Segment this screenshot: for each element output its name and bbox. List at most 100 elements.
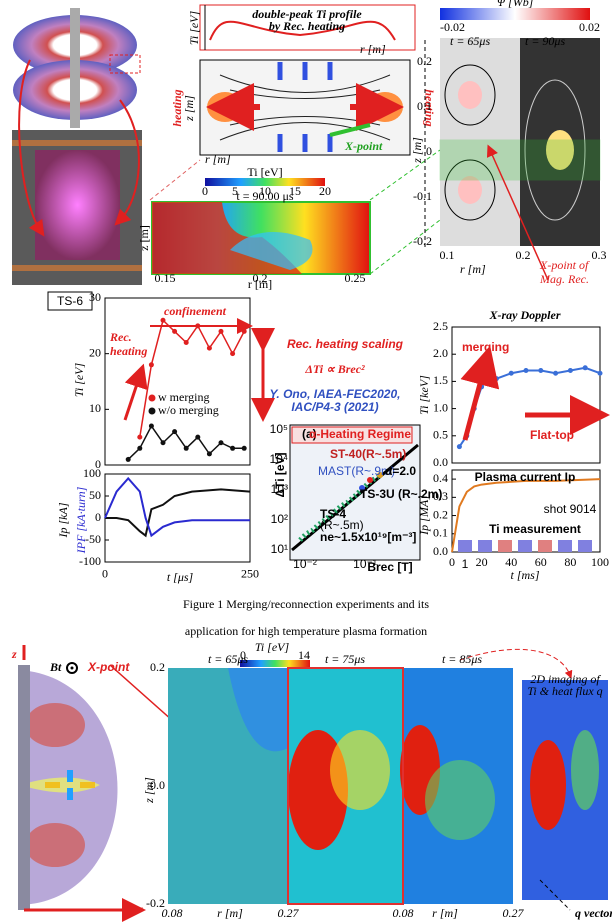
label: 2D imaging of: [530, 672, 601, 686]
point: [241, 445, 247, 451]
title: X-ray Doppler: [489, 308, 561, 322]
psi-map: [424, 8, 601, 281]
shape: [486, 144, 549, 281]
y-axis-label: Ti [eV]: [72, 363, 86, 398]
y-axis-label: Ip [MA]: [417, 495, 431, 536]
point: [218, 328, 224, 334]
label: ST-40(R~.5m): [330, 447, 406, 461]
y-tick-label: 0: [95, 457, 101, 471]
shape: [18, 665, 30, 910]
label: r [m]: [460, 262, 486, 276]
y-axis-label: Ti [keV]: [417, 375, 431, 415]
tick-label: 0.15: [155, 271, 176, 285]
label: r: [138, 902, 143, 916]
shape: [209, 20, 396, 41]
tick-label: 0.2: [150, 660, 165, 674]
x-tick-label: 20: [476, 555, 488, 569]
shape: [359, 485, 365, 491]
label: 0.02: [579, 20, 600, 34]
label: ne~1.5x10¹⁹[m⁻³]: [320, 530, 416, 544]
label: Ti [eV]: [255, 640, 290, 654]
tick-label: 0.08: [162, 906, 183, 920]
point: [456, 444, 462, 450]
point: [597, 370, 603, 376]
shape: [546, 130, 574, 170]
label: Ψ [Wb]: [497, 0, 534, 9]
series-line: [451, 478, 601, 553]
bottom-illustration: [18, 645, 205, 910]
tick-label: -0.2: [146, 896, 165, 910]
shape: [289, 424, 421, 561]
tick-label: r [m]: [217, 906, 243, 920]
series-line: [127, 424, 245, 460]
tick-label: 10¹: [271, 542, 288, 556]
y-tick-label: 1.5: [433, 373, 448, 387]
label: X-point of: [539, 258, 590, 272]
x-axis-label: t [μs]: [167, 570, 194, 584]
shape: [35, 150, 120, 260]
point: [148, 423, 154, 429]
label: shot 9014: [544, 502, 597, 516]
label: Flat-top: [530, 428, 574, 442]
label: Ti [eV]: [187, 11, 201, 46]
shape: [439, 139, 601, 181]
y-tick-label: 0.3: [433, 489, 448, 503]
series-line: [105, 488, 251, 538]
point: [486, 373, 492, 379]
shape: [25, 703, 85, 747]
ti-panels: [168, 648, 608, 911]
tick-label: 10⁵: [270, 422, 288, 436]
point: [538, 368, 544, 374]
tick-label: 0.2: [417, 54, 432, 68]
shape: [459, 648, 573, 679]
shape: [168, 668, 288, 904]
tag: TS-6: [57, 294, 83, 308]
shape: [478, 540, 492, 552]
tick-label: 0.27: [278, 906, 300, 920]
xpoint-diagram: [199, 4, 416, 156]
tick-label: 1: [462, 557, 469, 571]
x-tick-label: 250: [241, 567, 259, 581]
y-tick-label: 100: [83, 466, 101, 480]
tick-label: 15: [289, 184, 301, 198]
tick-label: 10²: [271, 512, 288, 526]
shape: [205, 178, 325, 186]
plot-frame: [104, 297, 251, 466]
point: [183, 340, 189, 346]
point: [160, 440, 166, 446]
shape: [458, 81, 482, 109]
label: ΔTi [eV]: [273, 452, 287, 497]
tick-label: r [m]: [432, 906, 458, 920]
label: t = 90.00 μs: [236, 189, 294, 203]
tag-box: [47, 291, 93, 311]
shape: [18, 59, 45, 237]
shape: [530, 740, 566, 830]
shape: [444, 64, 496, 126]
series-line: [104, 476, 250, 538]
point: [160, 317, 166, 323]
label: t = 65μs: [450, 34, 490, 48]
label: TS-3U (R~.2m): [360, 487, 442, 501]
shape: [277, 62, 333, 152]
shape: [444, 159, 496, 221]
point: [230, 351, 236, 357]
x-tick-label: 0: [449, 555, 455, 569]
shape: [571, 730, 599, 810]
note: by Rec. heating: [269, 19, 345, 33]
label: α=2.0: [385, 464, 416, 478]
y-tick-label: 2.5: [433, 319, 448, 333]
shape: [291, 426, 413, 444]
point: [582, 365, 588, 371]
legend-label: w merging: [158, 390, 209, 404]
shape: [287, 667, 404, 905]
label: merging: [462, 340, 509, 354]
label: r [m]: [360, 42, 386, 56]
shape: [329, 123, 371, 137]
shape: [330, 730, 390, 810]
tick-label: 10⁴: [269, 452, 288, 466]
x-tick-label: 80: [564, 555, 576, 569]
point: [230, 445, 236, 451]
point: [206, 345, 212, 351]
